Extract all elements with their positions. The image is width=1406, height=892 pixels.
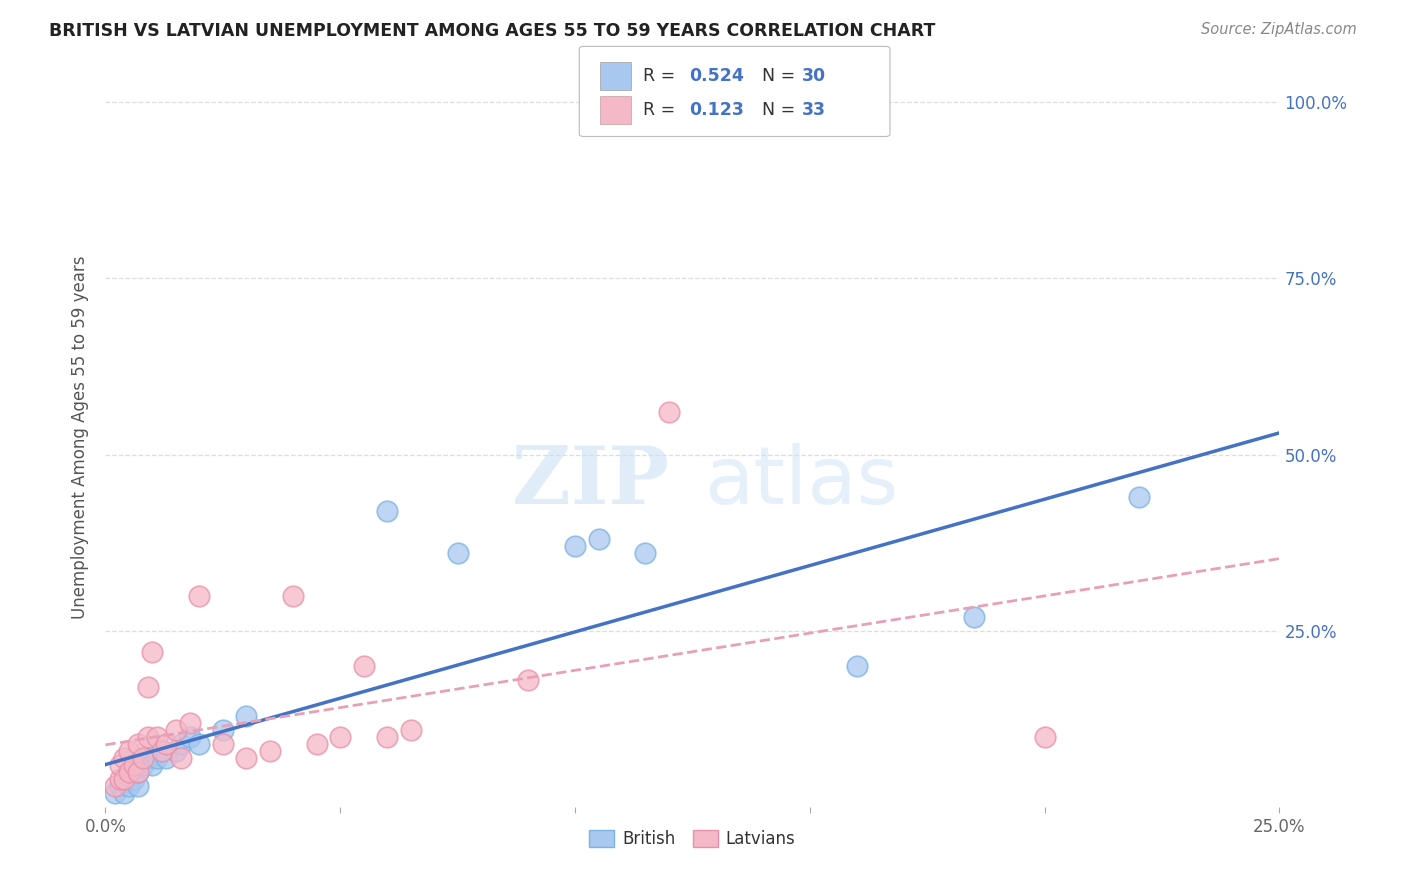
Text: BRITISH VS LATVIAN UNEMPLOYMENT AMONG AGES 55 TO 59 YEARS CORRELATION CHART: BRITISH VS LATVIAN UNEMPLOYMENT AMONG AG… <box>49 22 935 40</box>
Point <box>141 645 163 659</box>
Point <box>118 764 141 779</box>
Point <box>211 737 233 751</box>
Text: atlas: atlas <box>704 442 898 521</box>
Point <box>146 751 169 765</box>
Point <box>375 504 398 518</box>
Point <box>132 758 155 772</box>
Point <box>122 758 145 772</box>
Point <box>588 533 610 547</box>
Point <box>112 751 135 765</box>
Text: R =: R = <box>643 67 681 85</box>
Point <box>127 764 149 779</box>
Point <box>136 730 159 744</box>
Point <box>447 546 470 560</box>
Point <box>112 772 135 786</box>
Point <box>179 715 201 730</box>
Point <box>118 779 141 793</box>
Point <box>211 723 233 737</box>
Text: 33: 33 <box>801 101 825 119</box>
Text: Source: ZipAtlas.com: Source: ZipAtlas.com <box>1201 22 1357 37</box>
Point <box>146 730 169 744</box>
Point <box>1128 490 1150 504</box>
Point <box>118 764 141 779</box>
Point <box>179 730 201 744</box>
Point <box>136 681 159 695</box>
Point <box>305 737 328 751</box>
Point <box>283 589 305 603</box>
Point <box>329 730 352 744</box>
Text: R =: R = <box>643 101 681 119</box>
Legend: British, Latvians: British, Latvians <box>582 823 803 855</box>
Point <box>132 751 155 765</box>
Point <box>375 730 398 744</box>
Point <box>127 779 149 793</box>
Point <box>845 659 868 673</box>
Point <box>108 772 131 786</box>
Point <box>112 772 135 786</box>
Point <box>127 737 149 751</box>
Point <box>108 758 131 772</box>
Point <box>188 589 211 603</box>
Text: N =: N = <box>762 67 801 85</box>
Text: N =: N = <box>762 101 801 119</box>
Point <box>150 744 173 758</box>
Point <box>259 744 281 758</box>
Point <box>169 737 191 751</box>
Point <box>127 764 149 779</box>
Point <box>155 751 177 765</box>
Point <box>1033 730 1056 744</box>
Text: 30: 30 <box>801 67 825 85</box>
Point <box>188 737 211 751</box>
Point <box>141 758 163 772</box>
Text: 0.123: 0.123 <box>689 101 744 119</box>
Point <box>169 751 191 765</box>
Text: ZIP: ZIP <box>512 442 669 521</box>
Y-axis label: Unemployment Among Ages 55 to 59 years: Unemployment Among Ages 55 to 59 years <box>72 255 90 619</box>
Point <box>353 659 375 673</box>
Point <box>963 610 986 624</box>
Point <box>399 723 422 737</box>
Text: 0.524: 0.524 <box>689 67 744 85</box>
Point <box>235 751 257 765</box>
Point <box>165 744 187 758</box>
Point <box>104 779 127 793</box>
Point <box>122 772 145 786</box>
Point <box>104 786 127 800</box>
Point <box>150 744 173 758</box>
Point <box>136 751 159 765</box>
Point <box>235 708 257 723</box>
Point <box>108 779 131 793</box>
Point <box>564 540 586 554</box>
Point <box>165 723 187 737</box>
Point <box>122 758 145 772</box>
Point <box>634 546 657 560</box>
Point <box>112 786 135 800</box>
Point <box>155 737 177 751</box>
Point <box>118 744 141 758</box>
Point <box>517 673 540 688</box>
Point <box>658 405 681 419</box>
